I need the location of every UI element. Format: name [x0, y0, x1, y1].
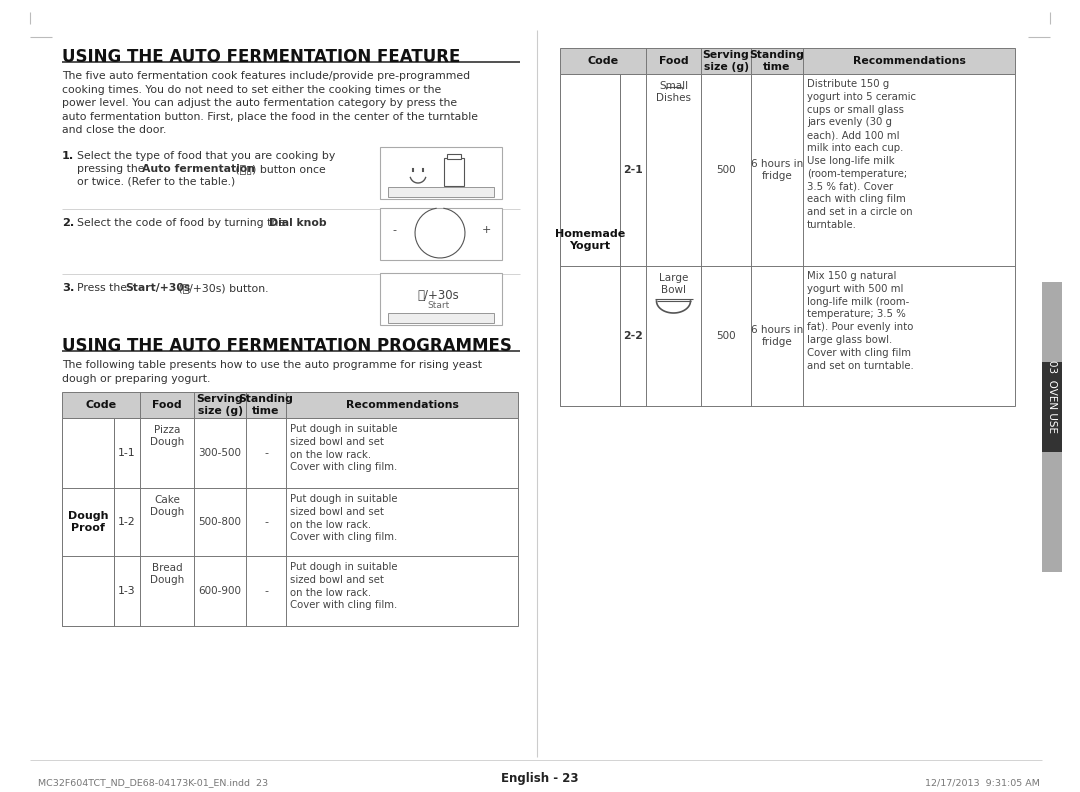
Bar	[1042, 362, 1062, 452]
Text: Bread
Dough: Bread Dough	[150, 563, 184, 584]
Text: +: +	[482, 225, 490, 235]
Text: Select the code of food by turning the: Select the code of food by turning the	[77, 218, 288, 228]
Text: Press the: Press the	[77, 283, 131, 293]
Text: Serving
size (g): Serving size (g)	[197, 394, 243, 416]
Text: Serving
size (g): Serving size (g)	[703, 50, 750, 72]
Text: Recommendations: Recommendations	[852, 56, 966, 66]
Text: 6 hours in
fridge: 6 hours in fridge	[751, 158, 804, 181]
Text: Start: Start	[427, 301, 449, 310]
Text: Dough
Proof: Dough Proof	[68, 511, 108, 533]
Text: Select the type of food that you are cooking by: Select the type of food that you are coo…	[77, 151, 335, 161]
Text: 12/17/2013  9:31:05 AM: 12/17/2013 9:31:05 AM	[926, 778, 1040, 787]
Text: The five auto fermentation cook features include/provide pre-programmed
cooking : The five auto fermentation cook features…	[62, 71, 478, 135]
Text: 03  OVEN USE: 03 OVEN USE	[1047, 360, 1057, 433]
Text: -: -	[392, 225, 396, 235]
Text: 1-1: 1-1	[118, 448, 136, 458]
Bar	[561, 74, 620, 406]
Bar	[380, 147, 502, 199]
Bar	[561, 48, 1015, 74]
Text: Recommendations: Recommendations	[346, 400, 458, 410]
Text: Cake
Dough: Cake Dough	[150, 495, 184, 516]
Bar	[388, 313, 494, 323]
Text: .: .	[314, 218, 318, 228]
Text: The following table presents how to use the auto programme for rising yeast
doug: The following table presents how to use …	[62, 360, 482, 383]
Text: -: -	[264, 517, 268, 527]
Text: pressing the: pressing the	[77, 164, 148, 174]
Text: 300-500: 300-500	[199, 448, 242, 458]
Text: 1-3: 1-3	[118, 586, 136, 596]
Bar	[380, 208, 502, 260]
Text: Standing
time: Standing time	[239, 394, 294, 416]
Text: Auto fermentation: Auto fermentation	[141, 164, 255, 174]
Bar	[62, 418, 518, 626]
Text: English - 23: English - 23	[501, 772, 579, 785]
Text: Put dough in suitable
sized bowl and set
on the low rack.
Cover with cling film.: Put dough in suitable sized bowl and set…	[291, 562, 397, 611]
Text: Large
Bowl: Large Bowl	[659, 273, 688, 295]
Text: Dial knob: Dial knob	[269, 218, 326, 228]
Text: Put dough in suitable
sized bowl and set
on the low rack.
Cover with cling film.: Put dough in suitable sized bowl and set…	[291, 494, 397, 543]
Text: -: -	[264, 586, 268, 596]
Text: 2-2: 2-2	[623, 331, 643, 341]
Text: 500: 500	[716, 331, 735, 341]
Text: USING THE AUTO FERMENTATION FEATURE: USING THE AUTO FERMENTATION FEATURE	[62, 48, 460, 66]
Text: Standing
time: Standing time	[750, 50, 805, 72]
Bar	[561, 74, 1015, 406]
Text: Code: Code	[588, 56, 619, 66]
Text: or twice. (Refer to the table.): or twice. (Refer to the table.)	[77, 177, 235, 187]
Text: Mix 150 g natural
yogurt with 500 ml
long-life milk (room-
temperature; 3.5 %
fa: Mix 150 g natural yogurt with 500 ml lon…	[807, 271, 914, 371]
Text: Small
Dishes: Small Dishes	[656, 81, 691, 103]
Bar	[62, 392, 518, 418]
Bar	[388, 187, 494, 197]
Text: Distribute 150 g
yogurt into 5 ceramic
cups or small glass
jars evenly (30 g
eac: Distribute 150 g yogurt into 5 ceramic c…	[807, 79, 916, 230]
Text: 6 hours in
fridge: 6 hours in fridge	[751, 325, 804, 348]
Text: Food: Food	[152, 400, 181, 410]
Text: USING THE AUTO FERMENTATION PROGRAMMES: USING THE AUTO FERMENTATION PROGRAMMES	[62, 337, 512, 355]
Text: 600-900: 600-900	[199, 586, 242, 596]
Text: 2.: 2.	[62, 218, 75, 228]
Text: MC32F604TCT_ND_DE68-04173K-01_EN.indd  23: MC32F604TCT_ND_DE68-04173K-01_EN.indd 23	[38, 778, 268, 787]
Text: 1.: 1.	[62, 151, 75, 161]
Text: (ⓐ▯) button once: (ⓐ▯) button once	[232, 164, 326, 174]
Text: -: -	[264, 448, 268, 458]
Bar	[447, 154, 461, 159]
Text: Code: Code	[85, 400, 117, 410]
Text: 500: 500	[716, 165, 735, 175]
Bar	[62, 418, 114, 626]
Text: 3.: 3.	[62, 283, 75, 293]
Text: (ⓐ/+30s) button.: (ⓐ/+30s) button.	[175, 283, 269, 293]
Text: ⓐ/+30s: ⓐ/+30s	[417, 289, 459, 302]
Text: 500-800: 500-800	[199, 517, 242, 527]
Bar	[1042, 282, 1062, 572]
Text: Homemade
Yogurt: Homemade Yogurt	[555, 229, 625, 251]
Text: Food: Food	[659, 56, 688, 66]
Text: Start/+30s: Start/+30s	[125, 283, 190, 293]
Text: 1-2: 1-2	[118, 517, 136, 527]
Text: Pizza
Dough: Pizza Dough	[150, 425, 184, 447]
Bar	[444, 158, 464, 186]
Bar	[380, 273, 502, 325]
Text: Put dough in suitable
sized bowl and set
on the low rack.
Cover with cling film.: Put dough in suitable sized bowl and set…	[291, 424, 397, 472]
Text: 2-1: 2-1	[623, 165, 643, 175]
